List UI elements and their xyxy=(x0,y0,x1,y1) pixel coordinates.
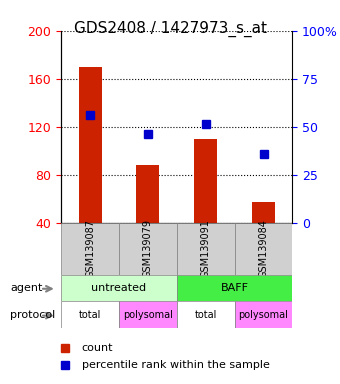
Bar xyxy=(177,301,235,328)
Text: count: count xyxy=(82,343,113,353)
Text: untreated: untreated xyxy=(91,283,147,293)
Text: percentile rank within the sample: percentile rank within the sample xyxy=(82,360,270,370)
Text: GSM139087: GSM139087 xyxy=(85,219,95,278)
Bar xyxy=(235,223,292,275)
Bar xyxy=(61,275,177,301)
Text: total: total xyxy=(79,310,101,320)
Bar xyxy=(79,67,102,223)
Text: protocol: protocol xyxy=(10,310,55,320)
Bar xyxy=(61,223,119,275)
Text: BAFF: BAFF xyxy=(221,283,249,293)
Text: polysomal: polysomal xyxy=(239,310,288,320)
Text: agent: agent xyxy=(10,283,42,293)
Bar xyxy=(177,223,235,275)
Text: GSM139084: GSM139084 xyxy=(258,219,269,278)
Text: polysomal: polysomal xyxy=(123,310,173,320)
Text: total: total xyxy=(194,310,217,320)
Bar xyxy=(177,275,292,301)
Bar xyxy=(252,202,275,223)
Text: GSM139091: GSM139091 xyxy=(201,219,211,278)
Text: GDS2408 / 1427973_s_at: GDS2408 / 1427973_s_at xyxy=(73,21,267,37)
Bar xyxy=(61,301,119,328)
Bar xyxy=(119,223,177,275)
Bar xyxy=(136,165,159,223)
Bar xyxy=(119,301,177,328)
Bar xyxy=(194,139,217,223)
Bar xyxy=(235,301,292,328)
Text: GSM139079: GSM139079 xyxy=(143,219,153,278)
